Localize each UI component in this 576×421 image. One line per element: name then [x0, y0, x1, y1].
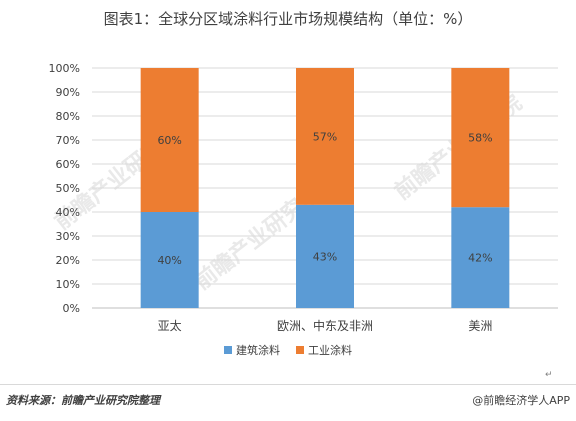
bars: 40% 60% 43% 57% 42% 58%	[140, 68, 510, 308]
y-tick-label: 40%	[56, 206, 80, 219]
legend-swatch	[224, 346, 232, 354]
legend-swatch	[296, 346, 304, 354]
y-tick-label: 50%	[56, 182, 80, 195]
bar-segment	[451, 207, 510, 308]
data-label: 40%	[157, 254, 181, 267]
y-tick-label: 80%	[56, 110, 80, 123]
y-tick-label: 0%	[63, 302, 80, 315]
y-axis-ticks: 0% 10% 20% 30% 40% 50% 60% 70% 80% 90% 100%	[49, 62, 80, 315]
data-label: 58%	[468, 132, 492, 145]
source-note: 资料来源：前瞻产业研究院整理	[6, 394, 160, 407]
y-tick-label: 90%	[56, 86, 80, 99]
legend-label: 工业涂料	[308, 343, 352, 357]
y-tick-label: 60%	[56, 158, 80, 171]
x-axis-ticks: 亚太 欧洲、中东及非洲 美洲	[158, 318, 493, 333]
bar-segment	[451, 68, 510, 208]
bar-segment	[296, 204, 354, 308]
data-label: 43%	[313, 250, 337, 263]
data-label: 57%	[313, 130, 337, 143]
bar-segment	[296, 68, 354, 205]
credit-note: @前瞻经济学人APP	[472, 394, 570, 407]
y-tick-label: 30%	[56, 230, 80, 243]
return-mark-icon: ↵	[545, 370, 553, 380]
y-tick-label: 100%	[49, 62, 80, 75]
legend: 建筑涂料 工业涂料	[224, 343, 352, 357]
stacked-bar-chart: 0% 10% 20% 30% 40% 50% 60% 70% 80% 90% 100% 40% 60%…	[49, 62, 558, 357]
y-tick-label: 20%	[56, 254, 80, 267]
x-tick-label: 美洲	[468, 319, 492, 333]
y-tick-label: 70%	[56, 134, 80, 147]
bar-segment	[140, 212, 199, 308]
data-label: 60%	[157, 134, 181, 147]
data-label: 42%	[468, 252, 492, 265]
chart-title: 图表1：全球分区域涂料行业市场规模结构（单位：%）	[103, 10, 473, 28]
footer-divider	[0, 384, 576, 385]
y-tick-label: 10%	[56, 278, 80, 291]
x-tick-label: 亚太	[158, 318, 182, 333]
x-tick-label: 欧洲、中东及非洲	[277, 318, 373, 333]
legend-label: 建筑涂料	[236, 343, 280, 357]
bar-segment	[140, 68, 199, 212]
